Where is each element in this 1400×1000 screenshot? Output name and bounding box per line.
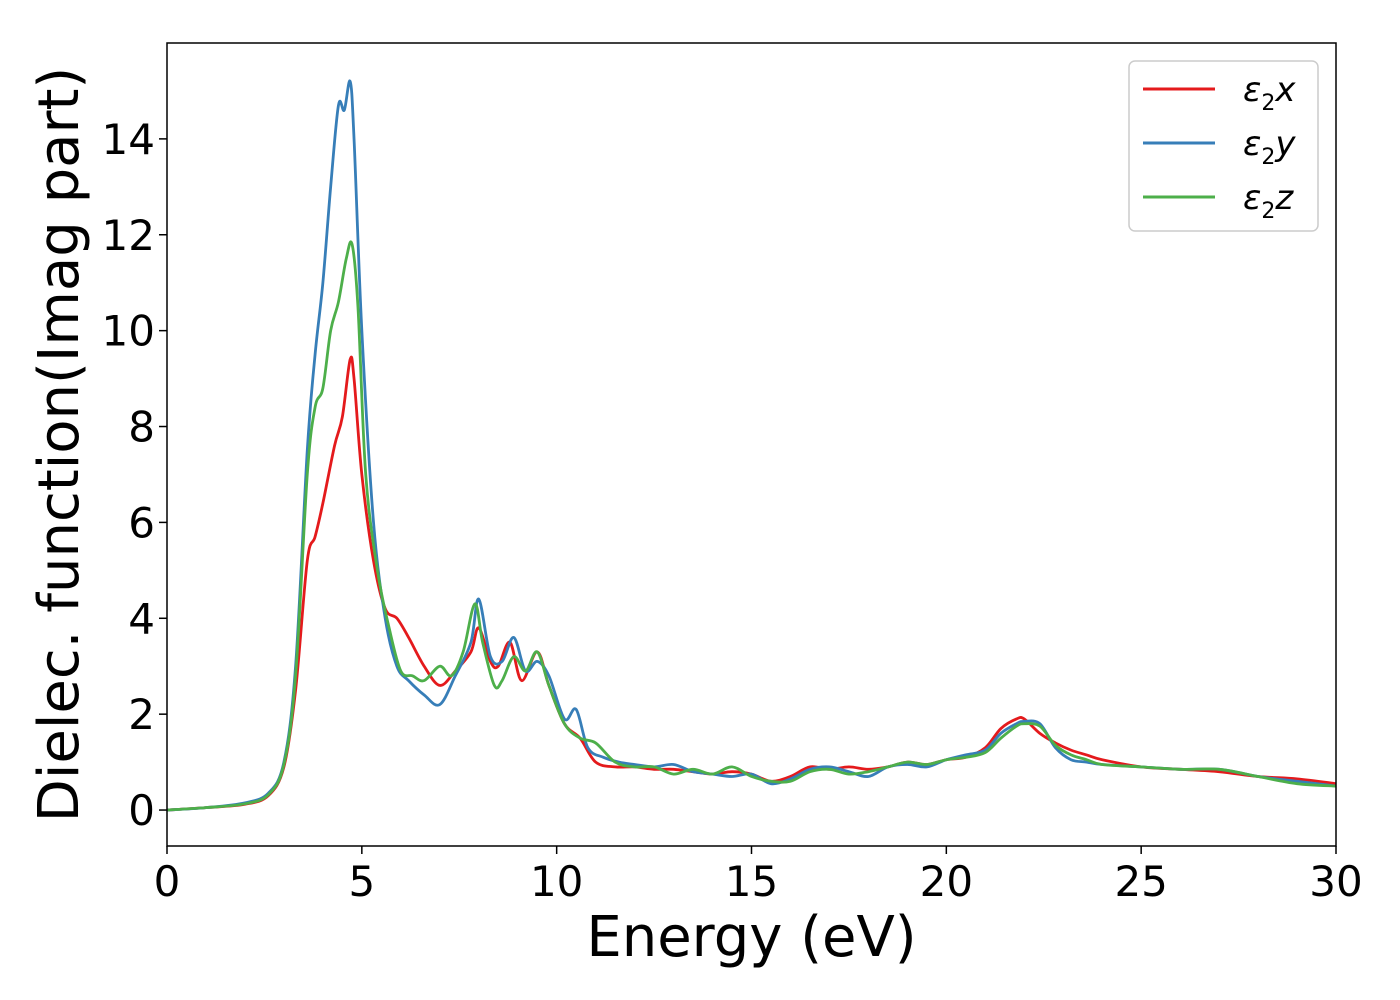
x-axis-ticks: 0 5 10 15 20 25 30: [154, 846, 1363, 906]
legend-label-subscript: 2: [1261, 91, 1275, 116]
series-line-1: [167, 355, 1336, 812]
x-tick-label: 20: [920, 857, 973, 906]
y-tick-label: 12: [102, 211, 155, 260]
y-tick-label: 2: [128, 690, 155, 739]
legend-label: ε2x: [1243, 70, 1296, 116]
y-tick-label: 10: [102, 307, 155, 356]
plot-lines: [167, 79, 1336, 812]
x-axis-title: Energy (eV): [586, 905, 916, 970]
y-axis-title: Dielec. function(Imag part): [27, 67, 92, 823]
legend-label-axis: x: [1274, 70, 1296, 110]
y-axis-ticks: 0 2 4 6 8 10 12 14: [102, 115, 167, 835]
legend-label-base: ε: [1243, 178, 1261, 218]
y-tick-label: 4: [128, 594, 155, 643]
x-tick-label: 25: [1114, 857, 1167, 906]
legend-label-subscript: 2: [1261, 199, 1275, 224]
x-tick-label: 30: [1309, 857, 1362, 906]
legend-label-axis: y: [1274, 124, 1296, 164]
y-tick-label: 6: [128, 498, 155, 547]
legend-label: ε2y: [1243, 124, 1296, 170]
x-tick-label: 10: [530, 857, 583, 906]
y-tick-label: 8: [128, 403, 155, 452]
y-tick-label: 14: [102, 115, 155, 164]
series-line-3: [167, 240, 1336, 812]
x-tick-label: 15: [725, 857, 778, 906]
legend-box: [1128, 60, 1319, 232]
legend-label-subscript: 2: [1261, 145, 1275, 170]
x-tick-label: 5: [348, 857, 375, 906]
legend-label-axis: z: [1274, 178, 1294, 218]
legend-label: ε2z: [1243, 178, 1294, 224]
series-line-2: [167, 79, 1336, 812]
legend-label-base: ε: [1243, 70, 1261, 110]
legend-label-base: ε: [1243, 124, 1261, 164]
x-tick-label: 0: [154, 857, 181, 906]
y-tick-label: 0: [128, 786, 155, 835]
